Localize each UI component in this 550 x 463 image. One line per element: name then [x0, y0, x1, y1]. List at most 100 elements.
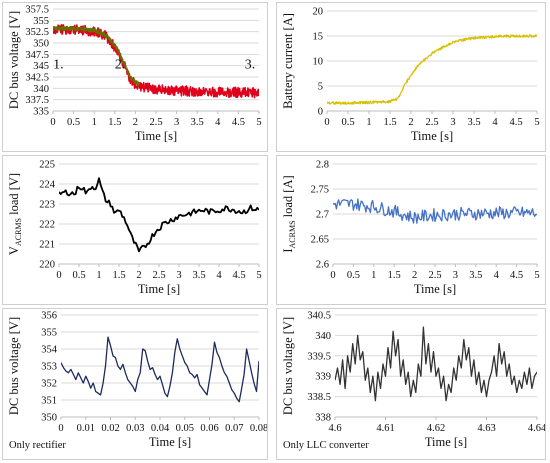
plot-area [327, 34, 537, 105]
panel-caption: Only rectifier [9, 440, 66, 451]
x-tick-label: 0 [56, 270, 61, 281]
x-tick-label: 1 [371, 270, 376, 281]
x-tick-label: 4.63 [477, 423, 495, 434]
x-tick-label: 2 [408, 117, 413, 128]
y-tick-label: 347.5 [25, 50, 49, 61]
y-tick-label: 353 [41, 362, 57, 373]
y-tick-label: 340 [315, 331, 331, 342]
x-tick-label: 2.5 [152, 270, 165, 281]
chart-svg: 220 221 222 223 224 225 0 0.5 1 1.5 2 2.5 3 3.5 4 4.5 5 T… [7, 160, 262, 297]
chart-panel-5: 350 351 352 353 354 355 356 0 0.01 0.02 0.03 0.04 0.… [2, 308, 268, 460]
x-tick-label: 0.08 [250, 423, 267, 434]
chart-svg: 350 351 352 353 354 355 356 0 0.01 0.02 0.03 0.04 0.… [7, 311, 267, 452]
x-tick-label: 5 [256, 117, 261, 128]
plot-area [59, 177, 259, 253]
x-axis-label: Time [s] [414, 282, 456, 296]
y-tick-label: 335 [33, 107, 49, 118]
y-tick-label: 223 [39, 200, 55, 211]
y-tick-label: 2.75 [311, 185, 329, 196]
x-tick-label: 1 [92, 117, 97, 128]
x-tick-label: 4.5 [509, 117, 522, 128]
plot-area [61, 336, 259, 403]
x-tick-label: 1.5 [383, 117, 396, 128]
x-tick-label: 3 [450, 117, 455, 128]
x-tick-label: 2 [412, 270, 417, 281]
x-tick-label: 0 [324, 117, 329, 128]
x-tick-label: 0.05 [176, 423, 194, 434]
y-tick-label: 225 [39, 160, 55, 171]
x-tick-label: 2 [133, 117, 138, 128]
x-tick-label: 4.5 [510, 270, 523, 281]
phase-marker: 1. [53, 57, 64, 72]
y-tick-label: 337.5 [25, 95, 49, 106]
y-tick-label: 10 [313, 57, 324, 68]
y-tick-label: 0 [318, 107, 323, 118]
x-tick-label: 0.5 [72, 270, 85, 281]
x-tick-label: 4.64 [528, 423, 545, 434]
x-tick-label: 0 [330, 270, 335, 281]
panel-caption: Only LLC converter [283, 440, 369, 451]
phase-marker: 3. [245, 57, 256, 72]
y-tick-label: 345 [33, 61, 49, 72]
chart-svg: 335337.5340342.5345347.5350352.5355357.5… [7, 5, 262, 144]
x-axis-label: Time [s] [411, 129, 453, 143]
y-tick-label: 15 [313, 32, 324, 43]
series-line [335, 326, 537, 402]
y-tick-label: 342.5 [25, 73, 49, 84]
y-tick-label: 2.8 [316, 160, 329, 171]
series-line [61, 336, 259, 403]
y-axis-label: DC bus voltage [V] [281, 317, 295, 415]
series-line [333, 198, 537, 224]
x-tick-label: 3.5 [469, 270, 482, 281]
chart-svg: 338 338.5 339 339.5 340 340.5 4.6 4.61 4.62 4.63 4… [281, 311, 545, 452]
x-tick-label: 1 [366, 117, 371, 128]
y-tick-label: 355 [33, 16, 49, 27]
y-tick-label: 339.5 [307, 351, 331, 362]
x-tick-label: 3 [176, 270, 181, 281]
y-axis-label: IACRMS load [A] [281, 175, 297, 252]
y-tick-label: 5 [318, 82, 323, 93]
series-line [59, 177, 259, 253]
x-tick-label: 4 [494, 270, 500, 281]
y-tick-label: 338 [315, 413, 331, 424]
x-tick-label: 4.61 [376, 423, 394, 434]
y-tick-label: 340 [33, 84, 49, 95]
x-axis-label: Time [s] [135, 129, 177, 143]
x-tick-label: 0.07 [225, 423, 243, 434]
x-tick-label: 0.02 [101, 423, 119, 434]
x-tick-label: 4 [216, 270, 222, 281]
x-tick-label: 3 [174, 117, 179, 128]
y-tick-label: 357.5 [25, 5, 49, 16]
x-axis-label: Time [s] [149, 435, 191, 449]
y-tick-label: 351 [41, 396, 57, 407]
x-tick-label: 0 [50, 117, 55, 128]
y-tick-label: 224 [39, 180, 56, 191]
plot-area [333, 198, 537, 224]
chart-svg: 2.6 2.65 2.7 2.75 2.8 0 0.5 1 1.5 2 2.5 3 3.5 4 4.5 5 Ti… [281, 160, 540, 297]
y-tick-label: 340.5 [307, 311, 331, 322]
y-axis-label: VACRMS load [V] [7, 173, 23, 255]
series-line [53, 24, 259, 99]
y-tick-label: 2.65 [311, 235, 329, 246]
x-tick-label: 0.5 [347, 270, 360, 281]
x-tick-label: 2.5 [149, 117, 162, 128]
x-tick-label: 5 [534, 270, 539, 281]
y-tick-label: 20 [313, 7, 324, 18]
phase-marker: 2. [115, 57, 126, 72]
x-tick-label: 1 [96, 270, 101, 281]
y-tick-label: 350 [41, 413, 57, 424]
y-tick-label: 356 [41, 311, 57, 322]
chart-panel-4: 2.6 2.65 2.7 2.75 2.8 0 0.5 1 1.5 2 2.5 3 3.5 4 4.5 5 Ti… [276, 155, 546, 305]
x-tick-label: 5 [534, 117, 539, 128]
y-tick-label: 354 [41, 345, 58, 356]
x-tick-label: 4.62 [427, 423, 445, 434]
x-tick-label: 2.5 [425, 117, 438, 128]
y-axis-label: DC bus voltage [V] [7, 317, 21, 415]
y-tick-label: 352 [41, 379, 57, 390]
chart-panel-2: 0 5 10 15 20 0 0.5 1 1.5 2 2.5 3 3.5 4 4.5 5 Time [s] Bat… [276, 2, 546, 152]
y-tick-label: 2.7 [316, 210, 329, 221]
x-tick-label: 0.5 [341, 117, 354, 128]
y-tick-label: 339 [315, 372, 331, 383]
y-tick-label: 2.6 [316, 260, 329, 271]
x-tick-label: 3.5 [191, 117, 204, 128]
